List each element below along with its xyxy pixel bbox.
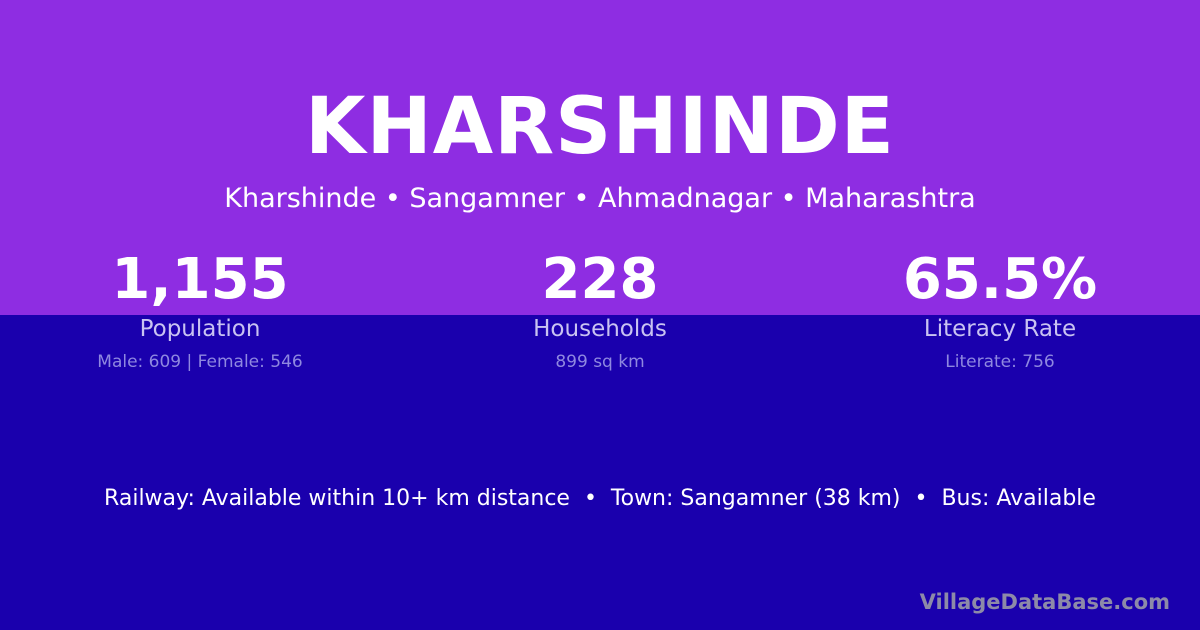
header-background <box>0 0 1200 315</box>
stat-value: 1,155 <box>111 247 289 312</box>
location-breadcrumb: Kharshinde • Sangamner • Ahmadnagar • Ma… <box>224 183 976 214</box>
stat-value: 228 <box>541 247 659 312</box>
stat-households: 228 Households 899 sq km <box>400 247 800 373</box>
village-title: KHARSHINDE <box>305 82 895 172</box>
stat-literacy: 65.5% Literacy Rate Literate: 756 <box>800 247 1200 373</box>
body-background <box>0 315 1200 630</box>
connectivity-info: Railway: Available within 10+ km distanc… <box>104 486 1096 511</box>
stat-detail: Male: 609 | Female: 546 <box>97 352 303 372</box>
stat-label: Literacy Rate <box>923 316 1077 342</box>
brand-logo: VillageDataBase.com <box>919 590 1170 614</box>
stat-detail: Literate: 756 <box>945 352 1055 372</box>
stat-label: Population <box>139 316 261 342</box>
stat-population: 1,155 Population Male: 609 | Female: 546 <box>0 247 400 373</box>
stat-label: Households <box>533 316 667 342</box>
stat-value: 65.5% <box>902 247 1098 312</box>
stat-detail: 899 sq km <box>555 352 645 372</box>
